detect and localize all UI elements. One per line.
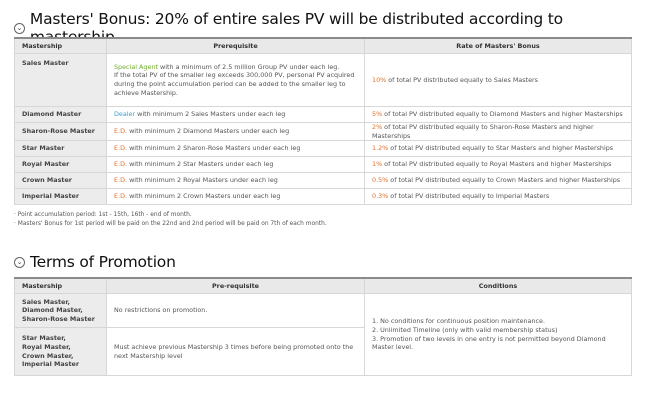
mastership-names: Sales Master, Diamond Master, Sharon-Ros… <box>14 293 107 328</box>
column-header: Mastership <box>14 277 107 294</box>
note-line: · Point accumulation period: 1st - 15th,… <box>14 212 192 218</box>
condition-item: 1. No conditions for continuous position… <box>372 317 545 326</box>
rate-percent: 0.5% <box>372 176 389 185</box>
table-row: Imperial Master E.D. with minimum 2 Crow… <box>14 188 632 206</box>
conditions-cell: 1. No conditions for continuous position… <box>364 293 632 376</box>
section-heading-terms-of-promotion: ⌄ Terms of Promotion <box>14 253 176 271</box>
table-row: Star Master E.D. with minimum 2 Sharon-R… <box>14 140 632 158</box>
rate-cell: 0.5% of total PV distributed equally to … <box>364 172 632 190</box>
prerequisite-text: with minimum 2 Sales Masters under each … <box>135 110 286 119</box>
mastership-name: Diamond Master, <box>22 306 83 315</box>
rate-cell: 5% of total PV distributed equally to Di… <box>364 106 632 123</box>
prerequisite-cell: E.D. with minimum 2 Sharon-Rose Masters … <box>106 140 365 158</box>
rank-highlight: E.D. <box>114 160 128 169</box>
mastership-name: Sharon-Rose Master <box>14 121 107 142</box>
rate-text: of total PV distributed equally to Sales… <box>386 75 539 84</box>
table-row: Sales Master, Diamond Master, Sharon-Ros… <box>14 293 632 376</box>
rate-percent: 2% <box>372 123 383 131</box>
prerequisite-cell: No restrictions on promotion. <box>106 293 365 328</box>
mastership-name: Imperial Master <box>14 188 107 206</box>
notes: · Point accumulation period: 1st - 15th,… <box>14 211 327 228</box>
prerequisite-cell: E.D. with minimum 2 Diamond Masters unde… <box>106 121 365 142</box>
prerequisite-text: with minimum 2 Crown Masters under each … <box>127 192 281 201</box>
table-header-row: Mastership Prerequisite Rate of Masters'… <box>14 37 632 54</box>
rate-text: of total PV distributed equally to Star … <box>388 144 614 153</box>
mastership-name: Sales Master, <box>22 297 70 306</box>
mastership-name: Sales Master <box>14 53 107 107</box>
chevron-down-circle-icon: ⌄ <box>14 256 25 268</box>
table-row: Star Master, Royal Master, Crown Master,… <box>14 327 632 376</box>
rate-cell: 10% of total PV distributed equally to S… <box>364 53 632 107</box>
table-row: Crown Master E.D. with minimum 2 Royal M… <box>14 172 632 190</box>
rate-cell: 2% of total PV distributed equally to Sh… <box>364 121 632 142</box>
rank-highlight: E.D. <box>114 192 128 201</box>
rate-cell: 0.3% of total PV distributed equally to … <box>364 188 632 206</box>
rate-text: of total PV distributed equally to Diamo… <box>382 110 623 119</box>
table-row: Diamond Master Dealer with minimum 2 Sal… <box>14 106 632 123</box>
chevron-down-circle-icon: ⌄ <box>14 22 25 34</box>
rank-highlight: E.D. <box>114 144 128 153</box>
prerequisite-extra: If the total PV of the smaller leg excee… <box>114 71 355 97</box>
mastership-name: Star Master <box>14 140 107 158</box>
rank-highlight: E.D. <box>114 176 128 185</box>
prerequisite-cell: Must achieve previous Mastership 3 times… <box>106 327 365 376</box>
prerequisite-cell: E.D. with minimum 2 Crown Masters under … <box>106 188 365 206</box>
prerequisite-text: with minimum 2 Sharon-Rose Masters under… <box>127 144 301 153</box>
prerequisite-text: with minimum 2 Royal Masters under each … <box>127 176 278 185</box>
rate-percent: 10% <box>372 75 387 84</box>
note-line: · Masters' Bonus for 1st period will be … <box>14 220 327 227</box>
section-title: Terms of Promotion <box>30 253 176 271</box>
mastership-name: Crown Master <box>14 172 107 190</box>
column-header: Prerequisite <box>106 37 365 54</box>
column-header: Mastership <box>14 37 107 54</box>
prerequisite-cell: E.D. with minimum 2 Star Masters under e… <box>106 156 365 174</box>
table-header-row: Mastership Pre-requisite Conditions <box>14 277 632 294</box>
prerequisite-cell: Special Agent with a minimum of 2.5 mill… <box>106 53 365 107</box>
rate-percent: 0.3% <box>372 192 389 201</box>
rate-percent: 5% <box>372 110 383 119</box>
condition-item: 2. Unlimited Timeline (only with valid m… <box>372 325 558 334</box>
rate-percent: 1% <box>372 160 383 169</box>
prerequisite-text: with minimum 2 Star Masters under each l… <box>127 160 274 169</box>
prerequisite-cell: Dealer with minimum 2 Sales Masters unde… <box>106 106 365 123</box>
rank-highlight: Dealer <box>114 110 136 119</box>
terms-of-promotion-table: Mastership Pre-requisite Conditions Sale… <box>14 277 632 376</box>
column-header: Rate of Masters' Bonus <box>364 37 632 54</box>
rate-cell: 1.2% of total PV distributed equally to … <box>364 140 632 158</box>
mastership-names: Star Master, Royal Master, Crown Master,… <box>14 327 107 376</box>
prerequisite-text: with minimum 2 Diamond Masters under eac… <box>127 127 290 136</box>
mastership-name: Royal Master <box>14 156 107 174</box>
mastership-name: Imperial Master <box>22 360 80 369</box>
prerequisite-text: with a minimum of 2.5 million Group PV u… <box>157 62 340 71</box>
masters-bonus-table: Mastership Prerequisite Rate of Masters'… <box>14 37 632 206</box>
table-row: Royal Master E.D. with minimum 2 Star Ma… <box>14 156 632 174</box>
mastership-name: Royal Master, <box>22 342 71 351</box>
column-header: Conditions <box>364 277 632 294</box>
rate-percent: 1.2% <box>372 144 389 153</box>
rate-cell: 1% of total PV distributed equally to Ro… <box>364 156 632 174</box>
column-header: Pre-requisite <box>106 277 365 294</box>
table-row: Sales Master Special Agent with a minimu… <box>14 53 632 107</box>
table-row: Sharon-Rose Master E.D. with minimum 2 D… <box>14 121 632 142</box>
rate-text: of total PV distributed equally to Crown… <box>388 176 621 185</box>
mastership-name: Star Master, <box>22 334 66 343</box>
rank-highlight: Special Agent <box>114 62 158 71</box>
rank-highlight: E.D. <box>114 127 128 136</box>
mastership-name: Crown Master, <box>22 351 74 360</box>
rate-text: of total PV distributed equally to Imper… <box>388 192 550 201</box>
mastership-name: Sharon-Rose Master <box>22 314 95 323</box>
condition-item: 3. Promotion of two levels in one entry … <box>372 334 606 352</box>
rate-text: of total PV distributed equally to Royal… <box>382 160 612 169</box>
prerequisite-cell: E.D. with minimum 2 Royal Masters under … <box>106 172 365 190</box>
mastership-name: Diamond Master <box>14 106 107 123</box>
rate-text: of total PV distributed equally to Sharo… <box>372 123 594 140</box>
